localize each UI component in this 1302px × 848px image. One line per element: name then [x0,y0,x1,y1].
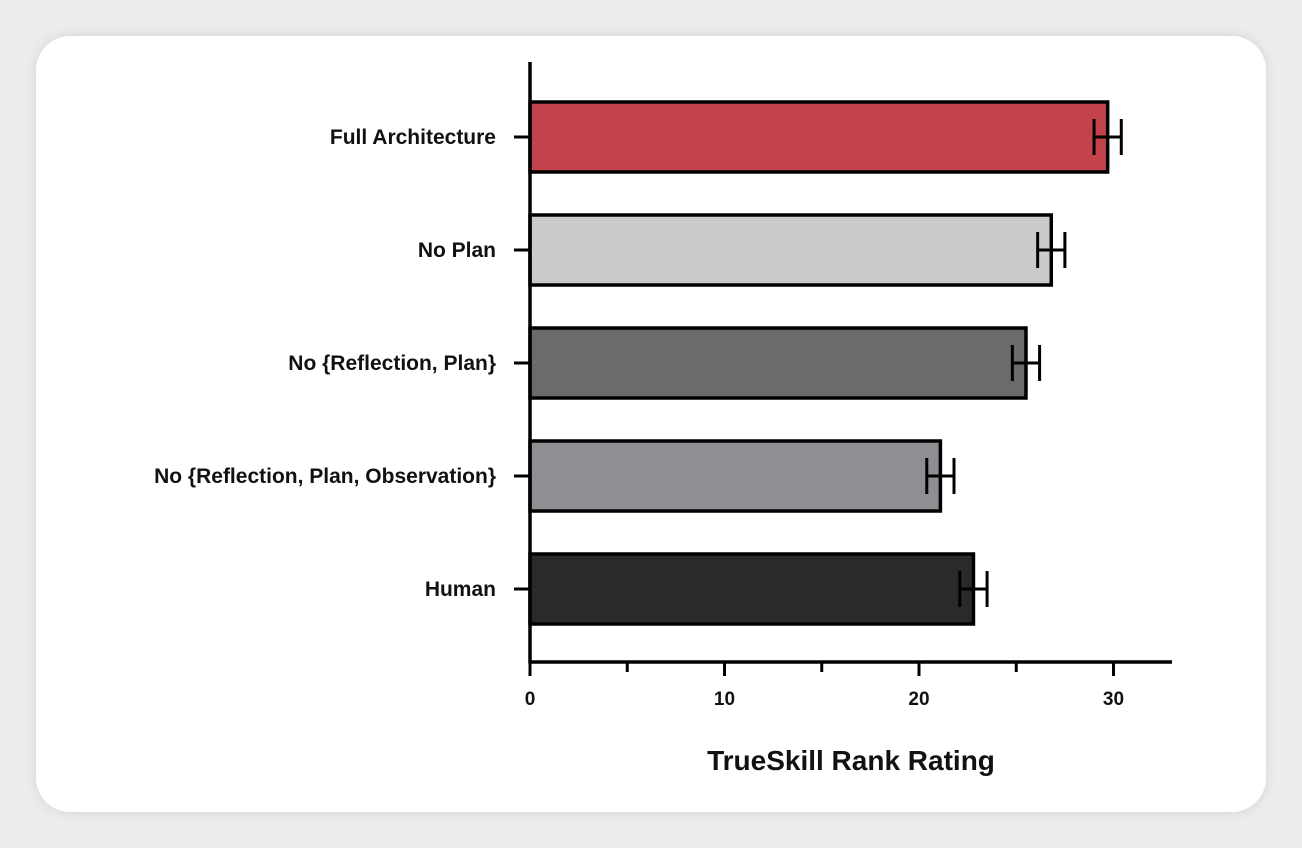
category-label-2: No {Reflection, Plan} [288,352,496,375]
x-axis-title: TrueSkill Rank Rating [707,745,995,776]
category-label-1: No Plan [418,239,496,262]
category-label-3: No {Reflection, Plan, Observation} [154,465,496,488]
axes-group [514,62,1172,664]
bar-4 [528,552,976,626]
bar-0 [528,100,1110,174]
x-ticks-group: 0 10 20 30 [525,662,1124,710]
x-tick-label-1: 10 [714,689,735,710]
x-tick-label-3: 30 [1103,689,1124,710]
x-tick-label-2: 20 [908,689,929,710]
bar-1 [528,213,1054,287]
category-labels-group: Full Architecture No Plan No {Reflection, … [154,126,496,601]
bar-2 [528,326,1028,400]
category-label-4: Human [425,578,496,601]
bars-group [528,100,1110,626]
category-label-0: Full Architecture [330,126,496,149]
error-bars-group [925,119,1123,607]
bar-3 [528,439,943,513]
x-tick-label-0: 0 [525,689,536,710]
